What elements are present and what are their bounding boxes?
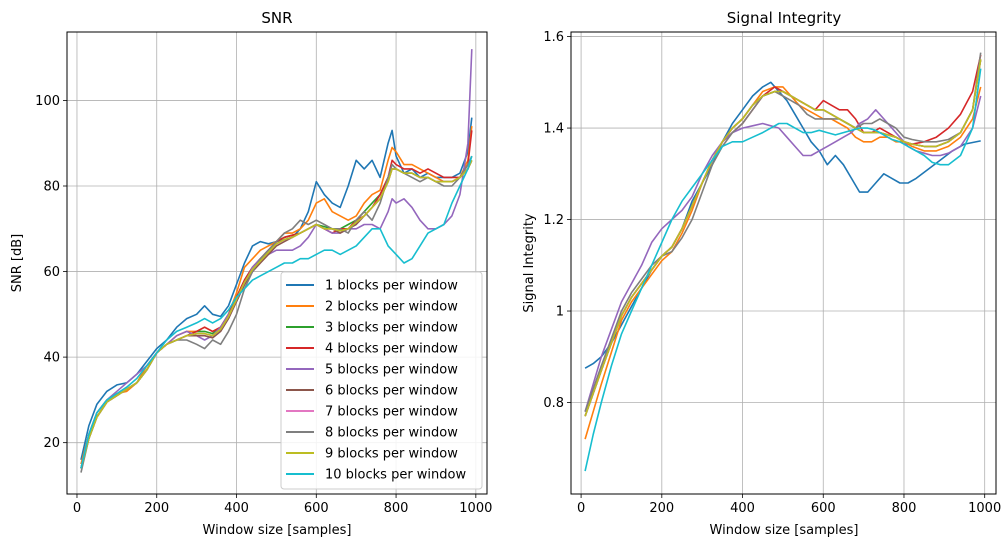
signal-integrity-chart-title: Signal Integrity — [727, 9, 842, 27]
legend-label: 8 blocks per window — [325, 426, 458, 441]
signal-integrity-y-tick-label: 1.4 — [543, 122, 564, 137]
snr-legend: 1 blocks per window 2 blocks per window 3 … — [280, 271, 483, 490]
snr-y-tick-label: 80 — [43, 180, 60, 195]
signal-integrity-series-line-10 — [584, 68, 982, 472]
snr-y-tick-label: 20 — [43, 436, 60, 451]
snr-ticks: 0 200 400 600 800 1000 20 40 60 80 100 — [35, 94, 492, 516]
snr-chart-title: SNR — [261, 9, 292, 27]
signal-integrity-chart: Signal Integrity 0 200 400 600 800 1000 0.8 1 1.… — [522, 9, 1001, 538]
snr-x-tick-label: 600 — [304, 501, 329, 516]
snr-series-line-10 — [80, 155, 473, 469]
snr-y-tick-label: 100 — [35, 94, 60, 109]
legend-label: 7 blocks per window — [325, 405, 458, 420]
signal-integrity-y-tick-label: 1.2 — [543, 213, 564, 228]
legend-label: 6 blocks per window — [325, 384, 458, 399]
snr-y-tick-label: 60 — [43, 265, 60, 280]
signal-integrity-series-line-9 — [584, 59, 982, 417]
signal-integrity-ticks: 0 200 400 600 800 1000 0.8 1 1.2 1.4 1.6 — [543, 30, 1001, 516]
snr-plot-frame — [66, 31, 488, 495]
legend-label: 10 blocks per window — [325, 468, 466, 483]
signal-integrity-x-tick-label: 1000 — [968, 501, 1001, 516]
snr-x-tick-label: 0 — [73, 501, 81, 516]
signal-integrity-series — [584, 52, 982, 472]
signal-integrity-y-tick-label: 0.8 — [543, 396, 564, 411]
legend-label: 2 blocks per window — [325, 300, 458, 315]
snr-x-tick-label: 800 — [384, 501, 409, 516]
signal-integrity-x-tick-label: 200 — [649, 501, 674, 516]
legend-box — [280, 271, 483, 490]
snr-x-axis-title: Window size [samples] — [203, 523, 352, 538]
signal-integrity-y-tick-label: 1 — [556, 305, 564, 320]
signal-integrity-x-tick-label: 800 — [892, 501, 917, 516]
signal-integrity-x-tick-label: 0 — [577, 501, 585, 516]
snr-x-tick-label: 200 — [144, 501, 169, 516]
snr-x-tick-label: 400 — [224, 501, 249, 516]
snr-chart: SNR 0 200 400 600 800 1000 20 40 60 80 100 Window … — [10, 9, 492, 538]
signal-integrity-x-axis-title: Window size [samples] — [710, 523, 859, 538]
legend-label: 4 blocks per window — [325, 342, 458, 357]
snr-series — [80, 49, 473, 473]
legend-label: 5 blocks per window — [325, 363, 458, 378]
snr-y-tick-label: 40 — [43, 351, 60, 366]
snr-x-tick-label: 1000 — [459, 501, 492, 516]
signal-integrity-y-axis-title: Signal Integrity — [522, 213, 537, 313]
signal-integrity-y-tick-label: 1.6 — [543, 30, 564, 45]
signal-integrity-plot-frame — [570, 31, 997, 495]
legend-label: 3 blocks per window — [325, 321, 458, 336]
legend-label: 9 blocks per window — [325, 447, 458, 462]
snr-y-axis-title: SNR [dB] — [10, 234, 25, 292]
signal-integrity-x-tick-label: 600 — [811, 501, 836, 516]
signal-integrity-x-tick-label: 400 — [730, 501, 755, 516]
legend-label: 1 blocks per window — [325, 279, 458, 294]
